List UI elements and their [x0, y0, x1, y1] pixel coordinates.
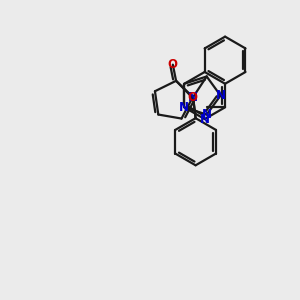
Text: N: N: [215, 89, 226, 102]
Text: N: N: [179, 101, 189, 114]
Text: N: N: [188, 91, 198, 103]
Text: N: N: [200, 112, 210, 126]
Text: N: N: [202, 108, 212, 121]
Text: O: O: [168, 58, 178, 71]
Text: O: O: [188, 91, 197, 104]
